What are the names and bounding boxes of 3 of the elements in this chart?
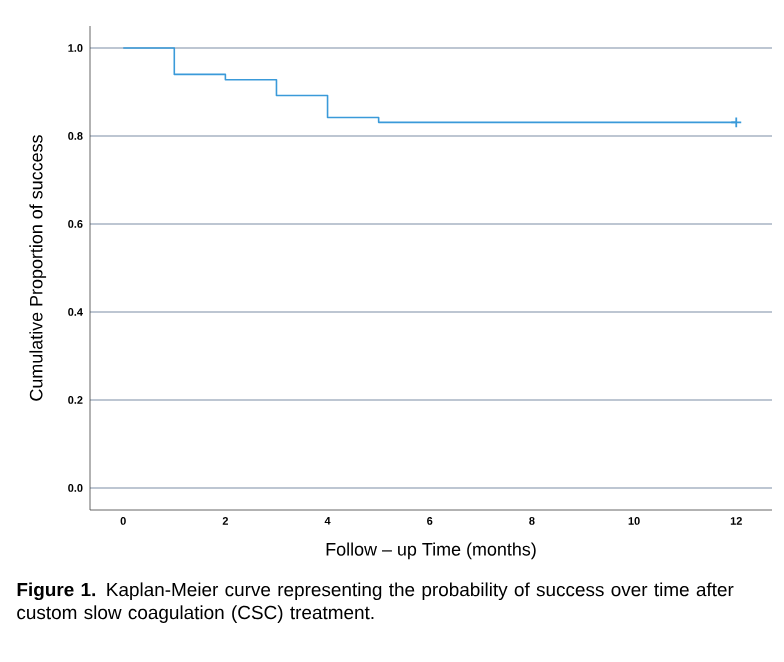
x-axis-title: Follow – up Time (months) (326, 542, 536, 560)
y-axis-title: Cumulative Proportion of success (29, 135, 47, 401)
text: Figure 1. Kaplan-Meier curve representing the probability of success over time after custom slow coagulation (CSC) treatment. (17, 582, 734, 623)
